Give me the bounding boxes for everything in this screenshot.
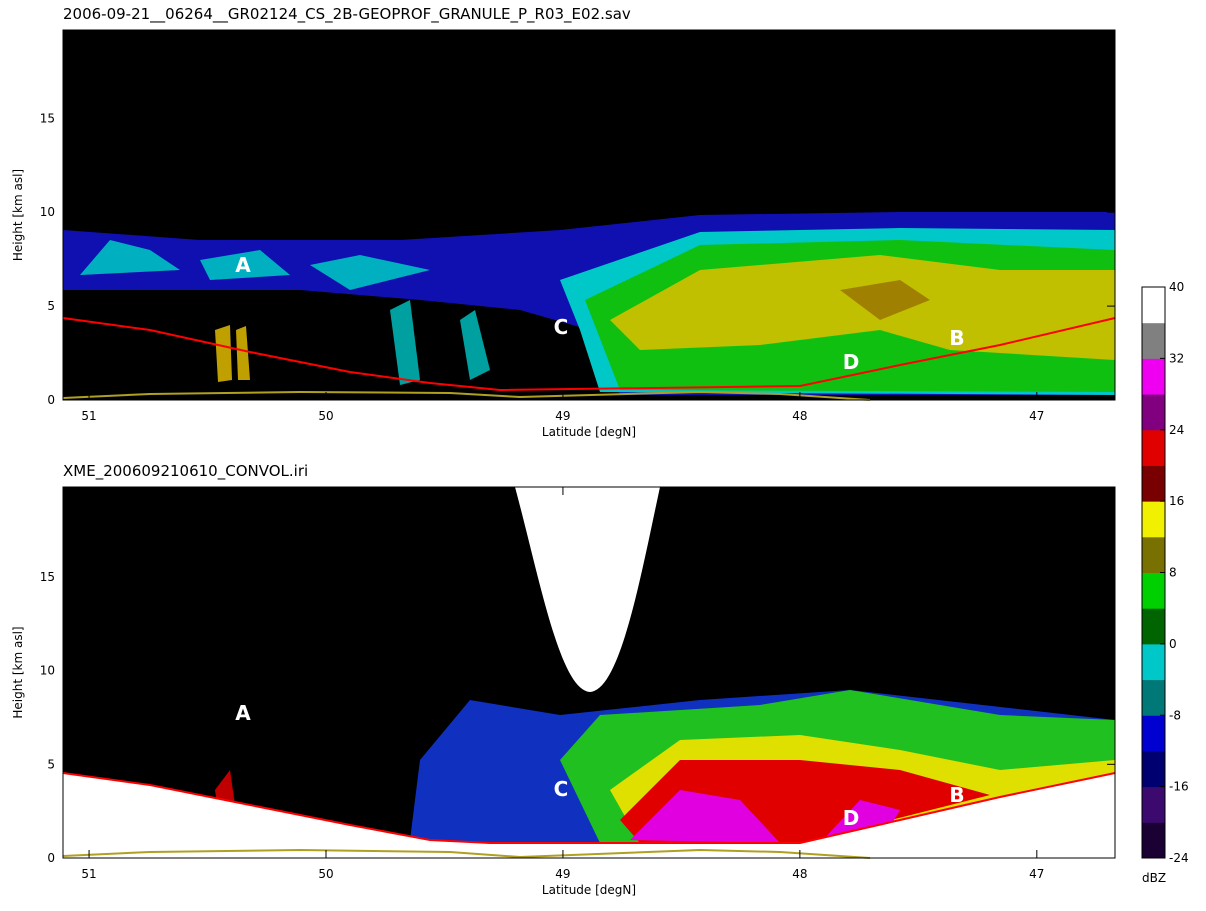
- annotation: A: [235, 253, 251, 277]
- y-axis-label: Height [km asl]: [11, 169, 25, 261]
- colorbar-segment: [1142, 287, 1165, 324]
- colorbar-segment: [1142, 822, 1165, 859]
- colorbar-tick-label: -24: [1169, 851, 1189, 865]
- colorbar-segment: [1142, 501, 1165, 538]
- y-tick-label: 15: [40, 570, 55, 584]
- x-axis-label: Latitude [degN]: [542, 425, 636, 439]
- x-tick-label: 50: [318, 867, 333, 881]
- colorbar-tick-label: -16: [1169, 780, 1189, 794]
- annotation: A: [235, 701, 251, 725]
- colorbar-segment: [1142, 715, 1165, 752]
- x-tick-label: 49: [555, 409, 570, 423]
- colorbar-tick-label: 16: [1169, 494, 1184, 508]
- y-tick-label: 15: [40, 111, 55, 125]
- annotation: D: [843, 806, 860, 830]
- colorbar-segment: [1142, 643, 1165, 681]
- panel-title: 2006-09-21__06264__GR02124_CS_2B-GEOPROF…: [63, 5, 631, 24]
- x-tick-label: 48: [792, 409, 807, 423]
- colorbar-segment: [1142, 679, 1165, 716]
- y-tick-label: 5: [47, 757, 55, 771]
- x-tick-label: 49: [555, 867, 570, 881]
- colorbar-tick-label: 40: [1169, 280, 1184, 294]
- colorbar-segment: [1142, 394, 1165, 431]
- plot-frame: [62, 486, 1116, 859]
- colorbar-segment: [1142, 750, 1165, 788]
- colorbar-tick-label: 0: [1169, 637, 1177, 651]
- x-tick-label: 47: [1029, 867, 1044, 881]
- x-tick-label: 47: [1029, 409, 1044, 423]
- colorbar-segment: [1142, 786, 1165, 823]
- annotation: C: [554, 777, 569, 801]
- annotation: B: [949, 326, 964, 350]
- colorbar-tick-label: 24: [1169, 423, 1184, 437]
- radar-image-top: [62, 30, 1116, 401]
- x-axis-label: Latitude [degN]: [542, 883, 636, 897]
- colorbar-segment: [1142, 358, 1165, 395]
- colorbar-label: dBZ: [1142, 871, 1166, 885]
- y-tick-label: 10: [40, 664, 55, 678]
- annotation: B: [949, 783, 964, 807]
- x-tick-label: 48: [792, 867, 807, 881]
- panel-title: XME_200609210610_CONVOL.iri: [63, 462, 308, 481]
- x-tick-label: 50: [318, 409, 333, 423]
- colorbar-segment: [1142, 572, 1165, 609]
- colorbar-segment: [1142, 322, 1165, 359]
- y-tick-label: 0: [47, 851, 55, 865]
- y-tick-label: 0: [47, 393, 55, 407]
- y-axis-label: Height [km asl]: [11, 626, 25, 718]
- colorbar-segment: [1142, 429, 1165, 466]
- colorbar-tick-label: 8: [1169, 566, 1177, 580]
- y-tick-label: 5: [47, 299, 55, 313]
- colorbar-segment: [1142, 536, 1165, 573]
- plot-frame: [62, 29, 1116, 401]
- x-tick-label: 51: [81, 867, 96, 881]
- y-tick-label: 10: [40, 205, 55, 219]
- colorbar-tick-label: -8: [1169, 708, 1181, 722]
- colorbar-tick-label: 32: [1169, 351, 1184, 365]
- x-tick-label: 51: [81, 409, 96, 423]
- radar-image-bottom: [62, 487, 1116, 859]
- annotation: D: [843, 350, 860, 374]
- annotation: C: [554, 315, 569, 339]
- colorbar-segment: [1142, 608, 1165, 645]
- colorbar-segment: [1142, 465, 1165, 502]
